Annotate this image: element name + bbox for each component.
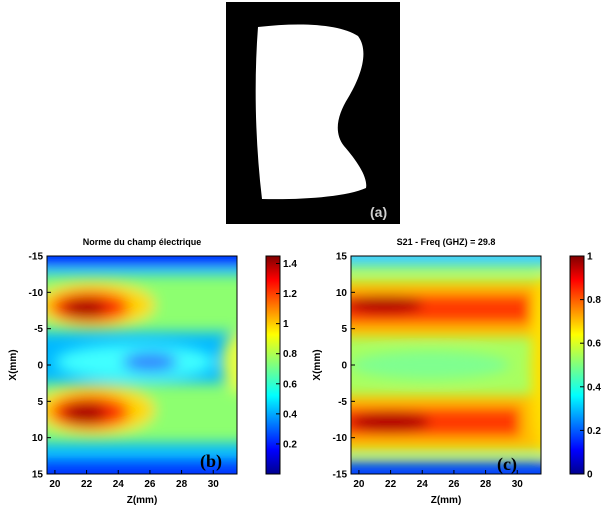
y-tick-label: 15 xyxy=(32,470,44,481)
chart-b: Norme du champ électrique -15 -10 -5 0 5 10 15 xyxy=(8,237,297,506)
chart-b-ylabel: X(mm) xyxy=(8,349,19,380)
chart-c-heat-max-upper xyxy=(351,296,423,314)
chart-c-colorbar xyxy=(569,255,585,475)
colorbar-tick-label: 0.8 xyxy=(587,295,601,306)
chart-b-heat-lobe-upper-core xyxy=(63,299,107,317)
chart-b-xlabel: Z(mm) xyxy=(127,495,158,506)
x-tick-label: 28 xyxy=(480,479,492,490)
x-tick-label: 28 xyxy=(176,479,188,490)
chart-b-title: Norme du champ électrique xyxy=(83,237,202,247)
chart-c-panel-label: (c) xyxy=(497,454,517,475)
colorbar-tick-label: 0.4 xyxy=(587,382,601,393)
chart-c-xlabel: Z(mm) xyxy=(431,495,462,506)
y-tick-label: -15 xyxy=(333,470,348,481)
chart-b-heatmap xyxy=(47,256,237,474)
colorbar-tick-label: 0.6 xyxy=(283,379,297,390)
chart-c-colorbar-ticks: 0 0.2 0.4 0.6 0.8 1 xyxy=(580,252,601,481)
y-tick-label: 0 xyxy=(37,361,43,372)
chart-c-heat-edge-top xyxy=(351,256,541,266)
x-tick-label: 26 xyxy=(448,479,460,490)
colorbar-tick-label: 0.4 xyxy=(283,409,297,420)
x-tick-label: 22 xyxy=(385,479,397,490)
x-tick-label: 30 xyxy=(208,479,220,490)
chart-b-colorbar-ticks: 0.2 0.4 0.6 0.8 1 1.2 1.4 xyxy=(276,259,297,450)
chart-b-colorbar xyxy=(265,255,281,475)
x-tick-label: 24 xyxy=(113,479,125,490)
x-tick-label: 22 xyxy=(81,479,93,490)
colorbar-tick-label: 1.4 xyxy=(283,259,297,270)
y-tick-label: -15 xyxy=(29,252,44,263)
y-tick-label: -5 xyxy=(34,324,43,335)
panel-a: (a) xyxy=(226,2,400,224)
x-tick-label: 30 xyxy=(512,479,524,490)
chart-c-heat-center-green xyxy=(351,351,510,379)
chart-c-x-ticks: 20 22 24 26 28 30 xyxy=(353,470,523,490)
chart-b-x-ticks: 20 22 24 26 28 30 xyxy=(49,470,219,490)
y-tick-label: 0 xyxy=(341,361,347,372)
colorbar-tick-label: 1.2 xyxy=(283,289,297,300)
chart-b-heat-edge-bottom xyxy=(47,462,237,474)
x-tick-label: 26 xyxy=(144,479,156,490)
chart-b-heat-edge-top xyxy=(47,256,237,266)
chart-c-title: S21 - Freq (GHZ) = 29.8 xyxy=(397,237,496,247)
colorbar-tick-label: 0.2 xyxy=(587,426,601,437)
panel-a-label: (a) xyxy=(370,204,387,220)
x-tick-label: 24 xyxy=(417,479,429,490)
chart-b-heat-right-lobe xyxy=(222,332,237,392)
chart-c-y-ticks: -15 -10 -5 0 5 10 15 xyxy=(333,252,355,481)
colorbar-tick-label: 1 xyxy=(587,252,593,263)
colorbar-tick-label: 0 xyxy=(587,470,593,481)
chart-b-y-ticks: -15 -10 -5 0 5 10 15 xyxy=(29,252,51,481)
colorbar-tick-label: 0.8 xyxy=(283,349,297,360)
chart-b-heat-lobe-lower-core xyxy=(63,403,107,423)
x-tick-label: 20 xyxy=(353,479,365,490)
y-tick-label: -10 xyxy=(333,433,348,444)
chart-b-heat-center-minimum xyxy=(122,352,178,372)
chart-c-heatmap xyxy=(351,256,541,474)
y-tick-label: 15 xyxy=(336,252,348,263)
chart-c-heat-edge-bottom xyxy=(351,462,541,474)
chart-c-heat-right-edge xyxy=(531,278,541,452)
chart-c-heat-max-lower xyxy=(351,412,430,432)
colorbar-tick-label: 1 xyxy=(283,319,289,330)
x-tick-label: 20 xyxy=(49,479,61,490)
y-tick-label: -10 xyxy=(29,288,44,299)
y-tick-label: 10 xyxy=(32,433,44,444)
aperture-shape-icon xyxy=(255,24,367,200)
colorbar-tick-label: 0.2 xyxy=(283,439,297,450)
y-tick-label: 5 xyxy=(37,397,43,408)
chart-c-ylabel: X(mm) xyxy=(312,349,323,380)
y-tick-label: 5 xyxy=(341,324,347,335)
colorbar-tick-label: 0.6 xyxy=(587,339,601,350)
y-tick-label: -5 xyxy=(338,397,347,408)
y-tick-label: 10 xyxy=(336,288,348,299)
chart-b-panel-label: (b) xyxy=(200,451,222,472)
